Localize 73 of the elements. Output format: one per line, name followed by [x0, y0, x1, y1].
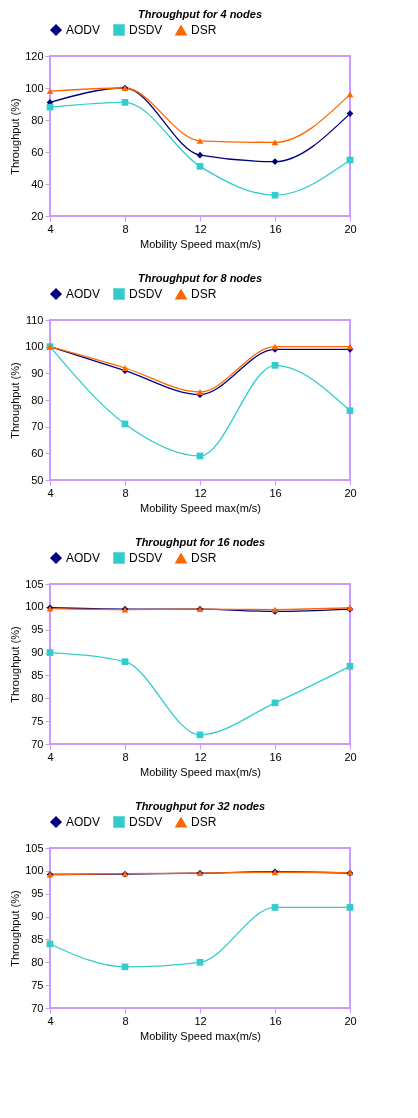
y-tick-label: 80 [31, 955, 44, 968]
legend-label: AODV [66, 287, 101, 301]
y-tick-label: 75 [31, 978, 44, 991]
y-axis-title: Throughput (%) [9, 98, 22, 175]
legend-label: DSDV [129, 23, 163, 37]
x-tick-label: 20 [344, 222, 357, 235]
legend-label: AODV [66, 815, 101, 829]
chart-title: Throughput for 4 nodes [137, 8, 263, 20]
x-tick-label: 12 [194, 750, 207, 763]
y-tick-label: 100 [25, 81, 44, 94]
y-tick-label: 90 [31, 910, 44, 923]
x-tick-label: 16 [269, 1014, 282, 1027]
y-tick-label: 75 [31, 714, 44, 727]
x-axis-title: Mobility Speed max(m/s) [139, 765, 262, 778]
x-tick-label: 8 [122, 750, 129, 763]
legend-label: DSDV [129, 815, 163, 829]
y-tick-label: 100 [25, 340, 44, 353]
y-tick-label: 85 [31, 932, 44, 945]
y-tick-label: 70 [31, 420, 44, 433]
y-tick-label: 50 [31, 473, 44, 486]
x-tick-label: 8 [122, 1014, 129, 1027]
x-tick-label: 4 [47, 486, 54, 499]
y-tick-label: 95 [31, 887, 44, 900]
y-tick-label: 80 [31, 113, 44, 126]
y-tick-label: 105 [25, 577, 44, 590]
y-tick-label: 40 [31, 177, 44, 190]
x-tick-label: 8 [122, 222, 129, 235]
y-tick-label: 110 [25, 313, 44, 326]
legend-label: AODV [66, 23, 101, 37]
y-tick-label: 80 [31, 691, 44, 704]
x-tick-label: 16 [269, 750, 282, 763]
x-tick-label: 4 [47, 222, 54, 235]
y-tick-label: 60 [31, 145, 44, 158]
x-tick-label: 16 [269, 486, 282, 499]
y-tick-label: 100 [25, 600, 44, 613]
legend-label: DSDV [129, 287, 163, 301]
y-axis-title: Throughput (%) [9, 362, 22, 439]
x-tick-label: 8 [122, 486, 129, 499]
y-tick-label: 120 [25, 49, 44, 62]
x-tick-label: 4 [47, 750, 54, 763]
chart-title: Throughput for 16 nodes [134, 536, 266, 548]
x-axis-title: Mobility Speed max(m/s) [139, 237, 262, 250]
y-tick-label: 100 [25, 864, 44, 877]
x-tick-label: 20 [344, 486, 357, 499]
legend-label: DSR [191, 23, 217, 38]
x-tick-label: 12 [194, 1014, 207, 1027]
legend-label: DSR [191, 815, 217, 830]
x-tick-label: 20 [344, 750, 357, 763]
y-axis-title: Throughput (%) [9, 626, 22, 703]
x-axis-title: Mobility Speed max(m/s) [139, 1029, 262, 1042]
y-tick-label: 70 [31, 737, 44, 750]
y-tick-label: 105 [25, 841, 44, 854]
y-tick-label: 85 [31, 668, 44, 681]
y-tick-label: 95 [31, 623, 44, 636]
x-tick-label: 4 [47, 1014, 54, 1027]
y-tick-label: 90 [31, 646, 44, 659]
legend-label: AODV [66, 551, 101, 565]
x-axis-title: Mobility Speed max(m/s) [139, 501, 262, 514]
x-tick-label: 16 [269, 222, 282, 235]
y-axis-title: Throughput (%) [9, 890, 22, 967]
legend-label: DSR [191, 287, 217, 302]
x-tick-label: 12 [194, 486, 207, 499]
legend-label: DSR [191, 551, 217, 566]
y-tick-label: 90 [31, 366, 44, 379]
y-tick-label: 60 [31, 446, 44, 459]
chart-title: Throughput for 32 nodes [134, 800, 266, 812]
chart-title: Throughput for 8 nodes [137, 272, 263, 284]
x-tick-label: 12 [194, 222, 207, 235]
y-tick-label: 20 [31, 209, 44, 222]
x-tick-label: 20 [344, 1014, 357, 1027]
y-tick-label: 80 [31, 393, 44, 406]
y-tick-label: 70 [31, 1001, 44, 1014]
legend-label: DSDV [129, 551, 163, 565]
